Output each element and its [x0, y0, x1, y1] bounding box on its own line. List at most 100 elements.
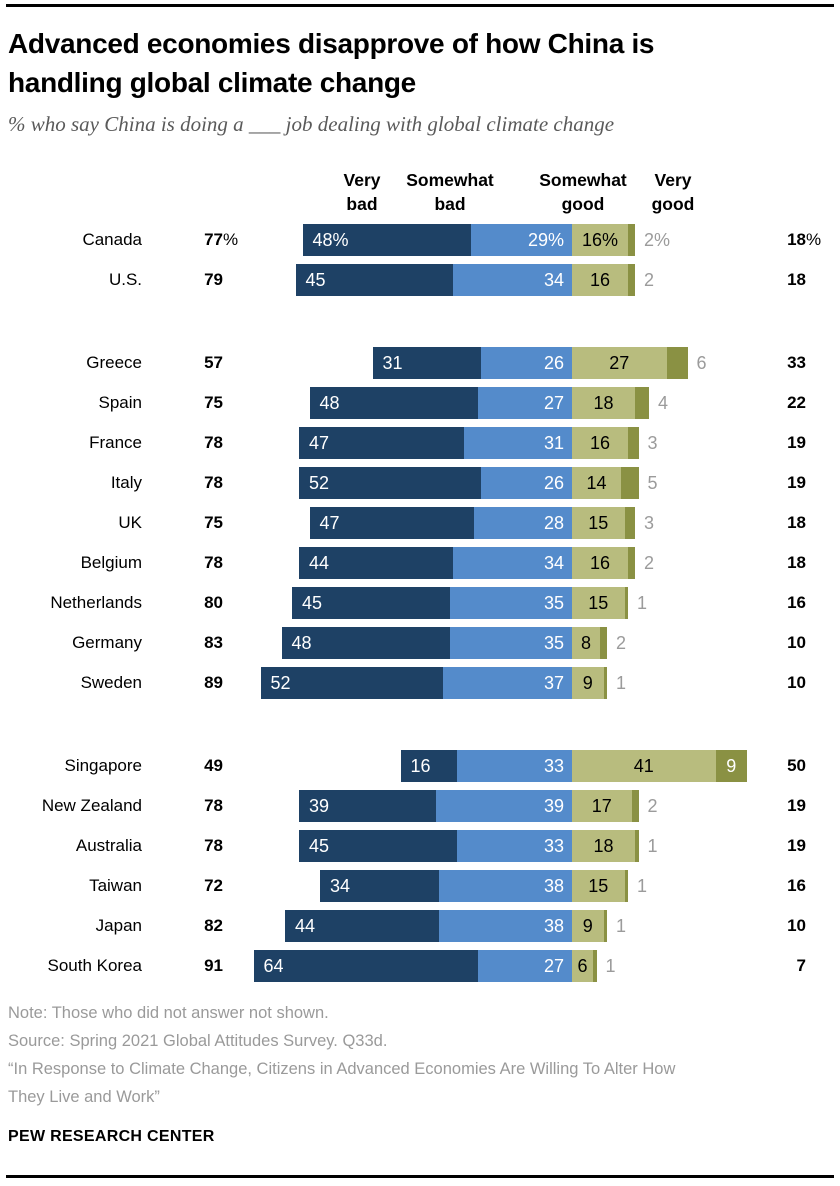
segment-somewhat-bad: 39: [435, 790, 572, 822]
total-good-value: 7: [796, 956, 806, 975]
country-row: Greece 57 31 26 27 6 33: [0, 343, 840, 383]
country-label: Spain: [98, 393, 142, 412]
very-good-outside-label: 1: [637, 876, 648, 896]
country-label: Sweden: [80, 673, 142, 692]
country-row: South Korea 91 64 27 6 1 7: [0, 946, 840, 986]
country-label: Japan: [95, 916, 142, 935]
total-bad-value: 78: [204, 796, 223, 815]
bar-label-very-bad: 52: [309, 472, 330, 493]
total-bad-value: 78: [204, 433, 223, 452]
stacked-bar: 47 28 15: [309, 507, 635, 539]
segment-very-good: [624, 870, 628, 902]
stacked-bar: 52 26 14: [299, 467, 639, 499]
stacked-bar: 16 33 41 9: [400, 750, 747, 782]
segment-somewhat-good: 15: [572, 507, 625, 539]
segment-somewhat-good: 15: [572, 870, 625, 902]
segment-somewhat-bad: 34: [453, 264, 572, 296]
bar-label-somewhat-bad: 28: [543, 512, 564, 533]
segment-somewhat-bad: 33: [456, 750, 572, 782]
bar-label-somewhat-bad: 31: [543, 432, 564, 453]
segment-very-bad: 34: [320, 870, 439, 902]
country-row: Taiwan 72 34 38 15 1 16: [0, 866, 840, 906]
very-good-outside-label: 2: [647, 796, 658, 816]
total-bad-value: 57: [204, 353, 223, 372]
segment-very-bad: 48: [281, 627, 450, 659]
bar-label-somewhat-bad: 37: [543, 672, 564, 693]
total-bad-value: 80: [204, 593, 223, 612]
country-row: UK 75 47 28 15 3 18: [0, 503, 840, 543]
segment-very-good: [628, 224, 635, 256]
country-label: New Zealand: [41, 796, 142, 815]
total-good-value: 19: [787, 433, 806, 452]
stacked-bar: 44 38 9: [285, 910, 607, 942]
bar-label-somewhat-good: 27: [609, 352, 630, 373]
bar-label-very-bad: 47: [319, 512, 340, 533]
very-good-outside-label: 2: [644, 553, 655, 573]
country-label: Australia: [75, 836, 142, 855]
bar-label-very-bad: 64: [263, 955, 284, 976]
segment-somewhat-bad: 26: [481, 467, 572, 499]
segment-very-good: [621, 467, 639, 499]
segment-somewhat-good: 16%: [572, 224, 628, 256]
country-label: Greece: [86, 353, 142, 372]
bar-label-somewhat-good: 16: [589, 432, 611, 453]
country-label: Belgium: [80, 553, 142, 572]
bar-label-somewhat-good: 18: [593, 392, 614, 413]
segment-somewhat-good: 16: [572, 427, 628, 459]
segment-very-good: [603, 667, 607, 699]
country-row: Germany 83 48 35 8 2 10: [0, 623, 840, 663]
stacked-bar: 44 34 16: [299, 547, 635, 579]
country-row: Canada 77% 48% 29% 16% 2% 18%: [0, 220, 840, 260]
country-row: New Zealand 78 39 39 17 2 19: [0, 786, 840, 826]
total-good-value: 33: [787, 353, 806, 372]
segment-somewhat-good: 27: [572, 347, 667, 379]
stacked-bar: 45 35 15: [292, 587, 628, 619]
segment-very-bad: 47: [299, 427, 464, 459]
segment-somewhat-bad: 34: [453, 547, 572, 579]
country-label: Singapore: [64, 756, 142, 775]
column-header-very-bad: Very bad: [343, 170, 381, 214]
very-good-outside-label: 1: [647, 836, 658, 856]
bar-label-somewhat-good: 15: [588, 512, 609, 533]
very-good-outside-label: 1: [616, 673, 627, 693]
segment-very-good: [635, 387, 649, 419]
total-good-value: 19: [787, 473, 806, 492]
segment-somewhat-good: 14: [572, 467, 621, 499]
total-good-value: 16: [787, 876, 806, 895]
total-good-value: 10: [787, 916, 806, 935]
very-good-outside-label: 3: [644, 513, 655, 533]
very-good-outside-label: 1: [637, 593, 648, 613]
bar-label-somewhat-bad: 26: [543, 472, 564, 493]
country-row: Netherlands 80 45 35 15 1 16: [0, 583, 840, 623]
bar-label-somewhat-good: 8: [580, 632, 591, 653]
country-label: U.S.: [108, 270, 142, 289]
segment-somewhat-good: 18: [572, 830, 635, 862]
stacked-bar: 48 35 8: [281, 627, 607, 659]
report-quote-line-1: “In Response to Climate Change, Citizens…: [8, 1060, 676, 1078]
total-bad-value: 91: [204, 956, 223, 975]
footer-notes: Note: Those who did not answer not shown…: [8, 999, 830, 1111]
very-good-outside-label: 6: [696, 353, 707, 373]
bar-label-somewhat-good: 6: [577, 955, 588, 976]
total-good-value: 18%: [746, 220, 821, 260]
bar-label-very-bad: 44: [295, 915, 316, 936]
segment-very-bad: 44: [285, 910, 439, 942]
bar-label-somewhat-bad: 29%: [527, 229, 564, 250]
total-good-value: 18: [787, 270, 806, 289]
total-bad-value: 75: [204, 393, 223, 412]
bar-label-very-bad: 45: [302, 592, 323, 613]
country-row: U.S. 79 45 34 16 2 18: [0, 260, 840, 300]
top-rule: [6, 4, 834, 7]
bar-label-somewhat-bad: 35: [543, 592, 564, 613]
bar-rows-container: Canada 77% 48% 29% 16% 2% 18% U.S. 79 45 34 16 2 18 Gr…: [0, 220, 840, 986]
percent-sign: %: [223, 230, 239, 249]
source-text: Source: Spring 2021 Global Attitudes Sur…: [8, 1032, 388, 1050]
bar-label-somewhat-bad: 27: [543, 392, 564, 413]
very-good-outside-label: 2: [644, 270, 655, 290]
total-bad-value: 89: [204, 673, 223, 692]
stacked-bar: 48% 29% 16%: [302, 224, 635, 256]
bar-label-somewhat-bad: 39: [543, 795, 564, 816]
bar-label-somewhat-bad: 26: [543, 352, 564, 373]
segment-somewhat-bad: 28: [474, 507, 572, 539]
segment-somewhat-bad: 27: [477, 387, 572, 419]
